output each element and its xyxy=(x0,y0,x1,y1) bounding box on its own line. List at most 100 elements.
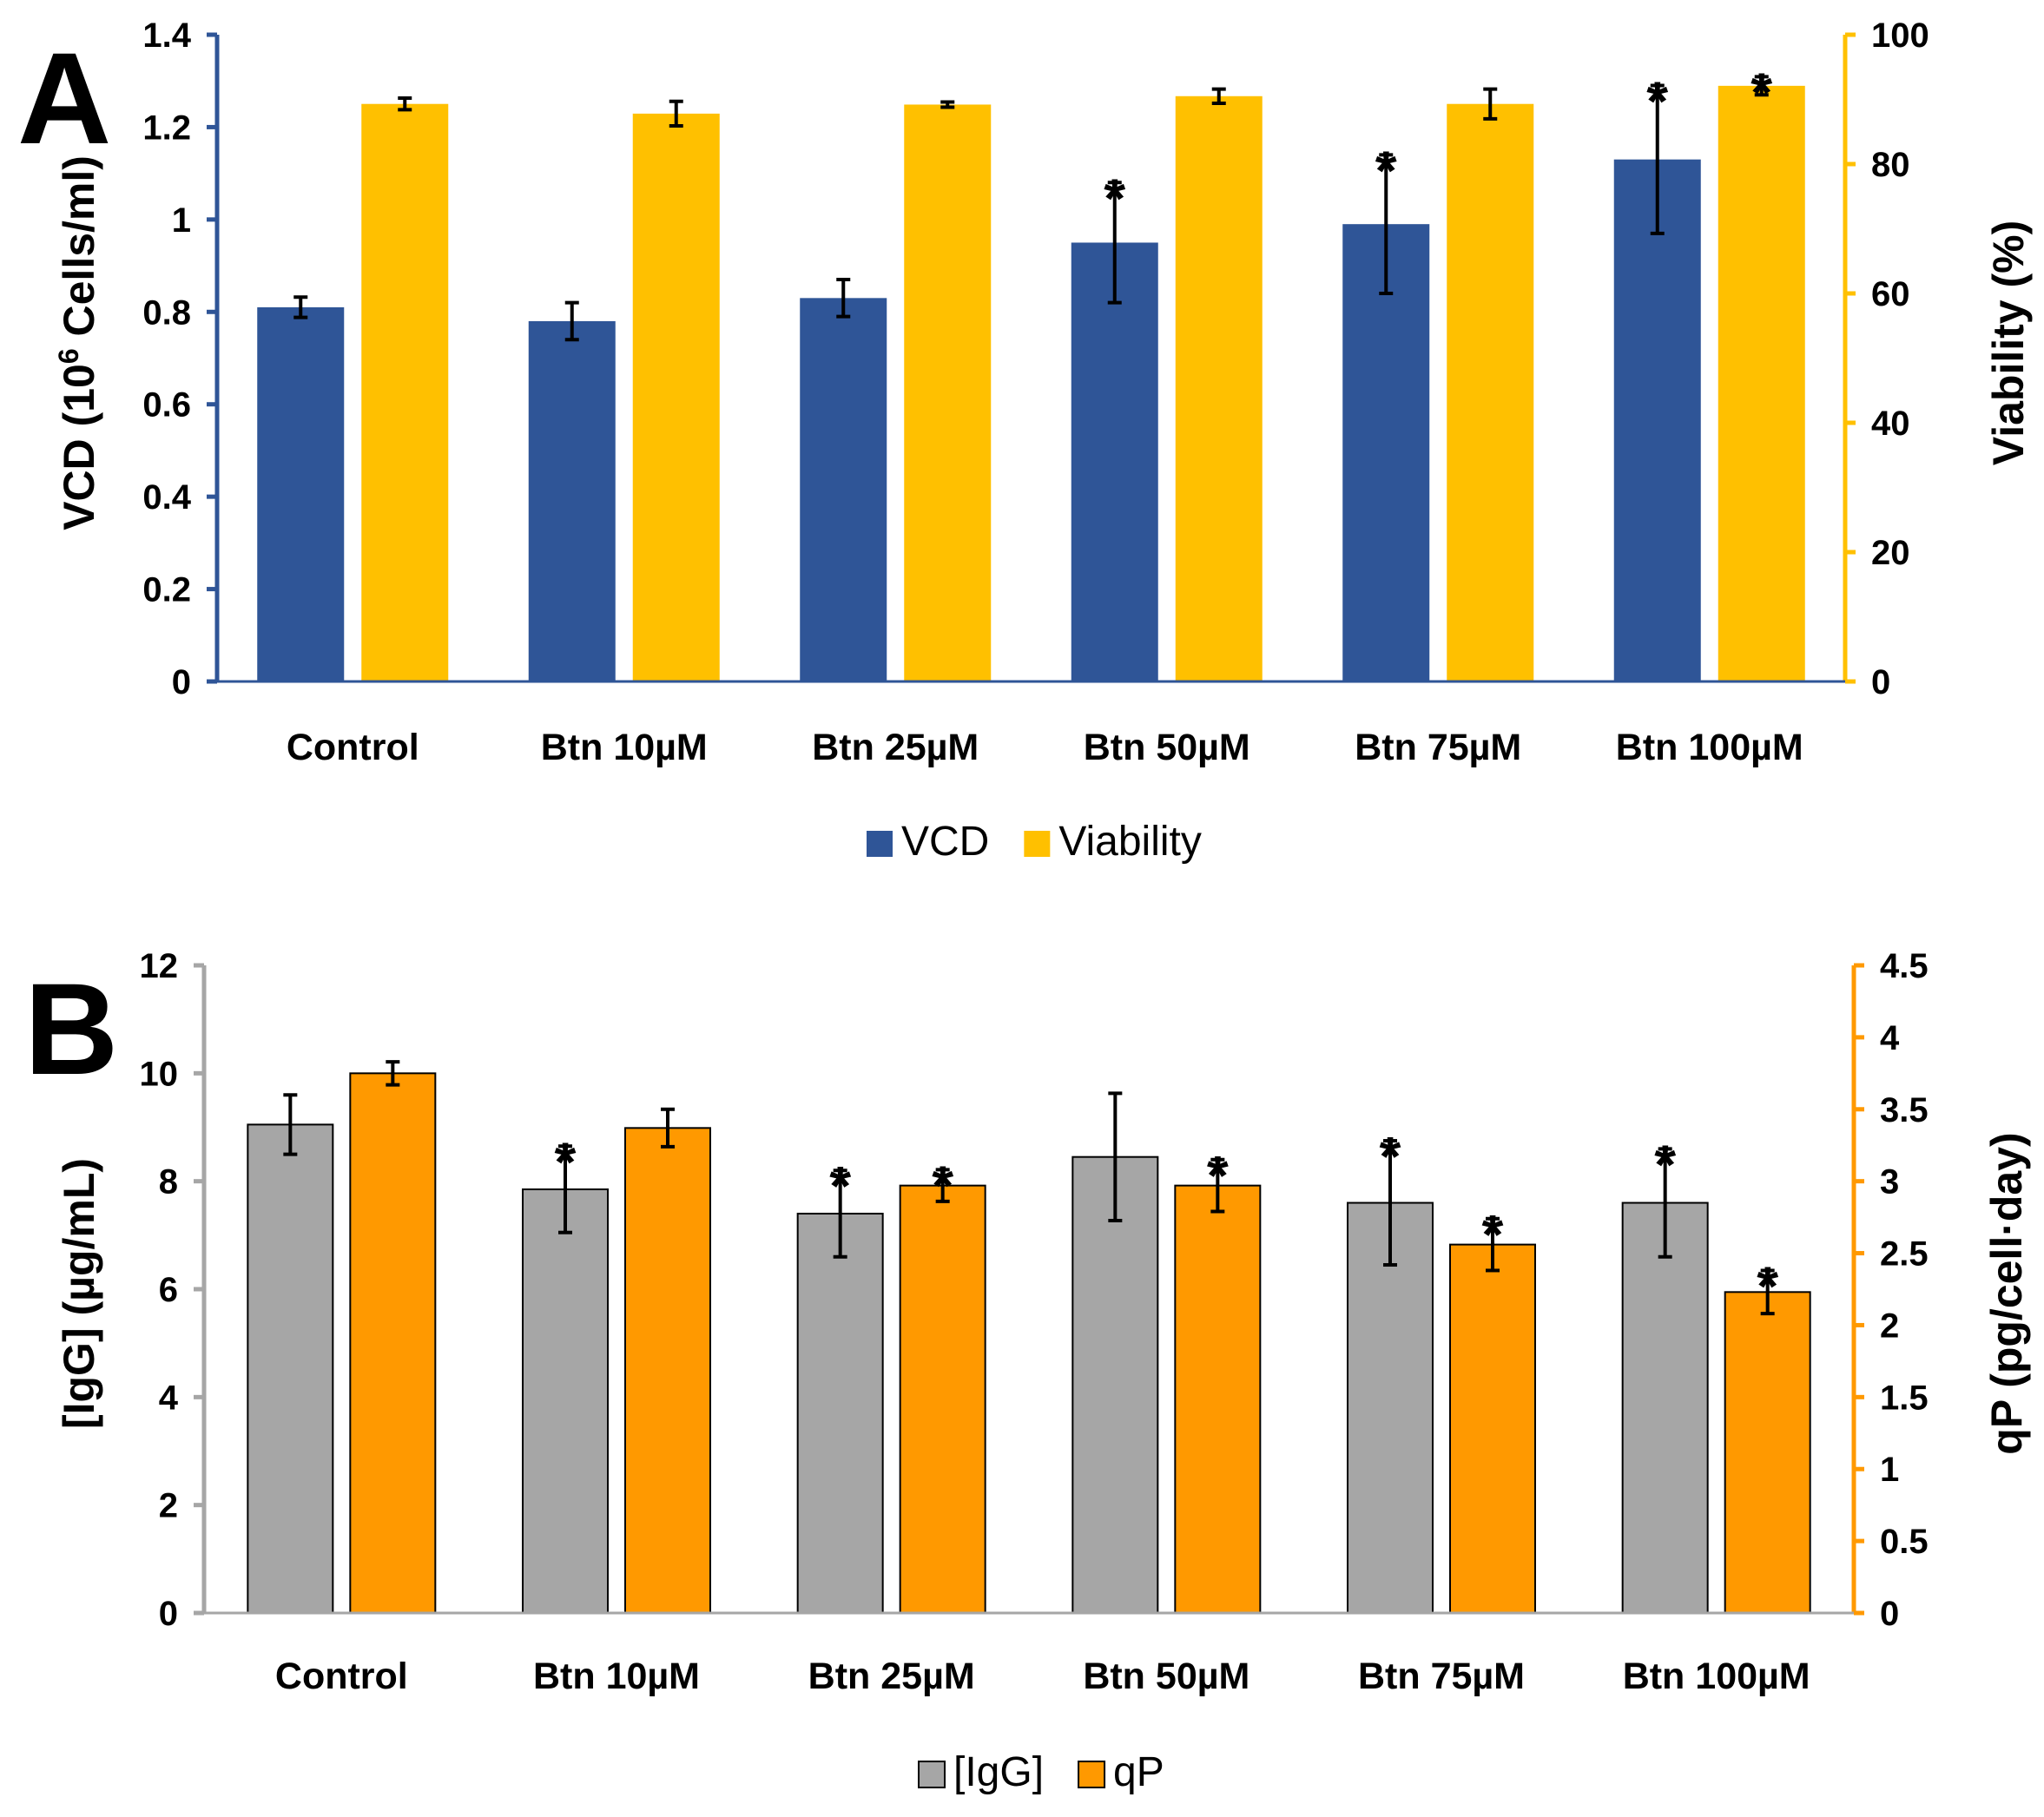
panel-a-left-axis-title-suffix: Cells/ml) xyxy=(55,155,103,348)
a-category-label-btn-25um: Btn 25µM xyxy=(812,727,979,768)
panel-b-axes: Control Btn 10µM Btn 25µM Btn 50µM Btn 75µM B… xyxy=(140,947,1929,1697)
b-right-tick-label-3-5: 3.5 xyxy=(1880,1091,1929,1129)
panel-a-right-axis-title: Viability (%) xyxy=(1984,221,2033,465)
b-error-bar-igg-btn-25um xyxy=(833,1169,847,1259)
b-right-tick-label-3: 3 xyxy=(1880,1163,1899,1201)
b-error-bar-qp-btn-100um xyxy=(1760,1268,1775,1316)
b-right-tick-label-4: 4 xyxy=(1880,1019,1900,1057)
b-legend-item-igg: [IgG] xyxy=(918,1749,1044,1795)
a-right-tick-label-100: 100 xyxy=(1871,16,1929,55)
b-error-bar-qp-control xyxy=(386,1060,400,1087)
a-bar-viability-btn-100um xyxy=(1718,85,1805,682)
b-left-tick-label-8: 8 xyxy=(159,1163,178,1201)
b-bar-qp-btn-50um xyxy=(1174,1184,1262,1614)
a-legend-item-viability: Viability xyxy=(1024,819,1202,865)
b-significance-qp-btn-100um: * xyxy=(1757,1254,1778,1317)
b-category-label-btn-10um: Btn 10µM xyxy=(533,1656,700,1697)
a-bar-vcd-btn-25um xyxy=(800,298,887,681)
b-error-bar-igg-btn-10um xyxy=(558,1144,572,1234)
a-left-tick-label-0-4: 0.4 xyxy=(142,478,191,517)
a-bar-viability-btn-25um xyxy=(904,104,992,681)
a-legend-swatch-vcd xyxy=(867,831,893,857)
a-category-label-btn-10um: Btn 10µM xyxy=(541,727,708,768)
b-category-label-btn-25um: Btn 25µM xyxy=(808,1656,975,1697)
panel-a-bars: * * * * xyxy=(257,61,1805,682)
b-error-bar-qp-btn-75um xyxy=(1486,1216,1500,1273)
b-left-tick-label-0: 0 xyxy=(159,1595,178,1633)
a-error-bar-vcd-control xyxy=(293,295,308,319)
a-error-bar-vcd-btn-50um xyxy=(1107,181,1122,305)
b-right-tick-label-0: 0 xyxy=(1880,1595,1899,1633)
a-bar-viability-btn-50um xyxy=(1175,95,1263,681)
b-right-tick-label-2: 2 xyxy=(1880,1307,1899,1345)
b-significance-qp-btn-75um: * xyxy=(1482,1203,1504,1266)
b-error-bar-igg-control xyxy=(283,1093,298,1156)
a-error-bar-viability-control xyxy=(398,96,412,112)
a-right-tick-label-60: 60 xyxy=(1871,275,1910,313)
a-bar-vcd-btn-10um xyxy=(528,320,616,681)
a-legend-swatch-viability xyxy=(1024,831,1051,857)
a-left-tick-label-1: 1 xyxy=(172,201,191,240)
a-category-label-btn-100um: Btn 100µM xyxy=(1616,727,1803,768)
a-left-tick-label-0: 0 xyxy=(172,663,191,701)
panel-b-chart: B * * * * * * * * Control Btn 10µM Btn 25µM Btn 50… xyxy=(24,947,2031,1795)
a-error-bar-vcd-btn-25um xyxy=(836,278,851,319)
b-category-label-btn-50um: Btn 50µM xyxy=(1083,1656,1249,1697)
panel-b-left-axis-title: [IgG] (µg/mL) xyxy=(55,1158,103,1429)
b-left-tick-label-2: 2 xyxy=(159,1487,178,1525)
b-bar-igg-btn-25um xyxy=(796,1212,884,1614)
b-significance-igg-btn-75um: * xyxy=(1380,1125,1401,1188)
b-error-bar-qp-btn-10um xyxy=(661,1107,675,1149)
a-legend-label-vcd: VCD xyxy=(901,819,989,865)
b-significance-igg-btn-25um: * xyxy=(829,1155,851,1217)
b-left-tick-label-6: 6 xyxy=(159,1271,178,1309)
b-bar-qp-btn-100um xyxy=(1724,1291,1811,1614)
b-bar-igg-control xyxy=(247,1123,334,1615)
panel-a-left-axis-title-sup: 6 xyxy=(53,348,84,364)
b-bar-igg-btn-100um xyxy=(1621,1201,1709,1614)
panel-a-left-axis-title: VCD (106 Cells/ml) xyxy=(53,155,103,530)
panel-b-letter: B xyxy=(24,956,118,1102)
b-category-label-btn-75um: Btn 75µM xyxy=(1358,1656,1525,1697)
a-left-tick-label-0-2: 0.2 xyxy=(142,571,191,609)
b-significance-igg-btn-10um: * xyxy=(555,1130,577,1193)
a-bar-viability-btn-75um xyxy=(1447,103,1534,682)
b-error-bar-igg-btn-75um xyxy=(1383,1139,1397,1267)
b-left-tick-label-10: 10 xyxy=(140,1055,179,1093)
b-right-tick-label-4-5: 4.5 xyxy=(1880,947,1929,985)
a-right-tick-label-0: 0 xyxy=(1871,663,1890,701)
a-error-bar-viability-btn-100um xyxy=(1754,75,1769,97)
a-right-tick-label-40: 40 xyxy=(1871,405,1910,443)
a-category-label-control: Control xyxy=(287,727,419,768)
a-left-tick-label-0-8: 0.8 xyxy=(142,293,191,332)
b-left-axis: 0 2 4 6 8 10 12 xyxy=(140,947,207,1633)
a-error-bar-vcd-btn-100um xyxy=(1650,83,1665,235)
a-significance-vcd-btn-50um: * xyxy=(1104,167,1125,229)
a-bar-vcd-control xyxy=(257,306,345,681)
a-error-bar-viability-btn-50um xyxy=(1211,87,1226,105)
panel-a-axes: Control Btn 10µM Btn 25µM Btn 50µM Btn 75µM B… xyxy=(142,16,1929,768)
panel-a-letter: A xyxy=(17,25,111,171)
a-left-tick-label-1-2: 1.2 xyxy=(142,109,191,147)
b-error-bar-igg-btn-100um xyxy=(1658,1147,1672,1259)
a-error-bar-vcd-btn-75um xyxy=(1379,153,1394,295)
b-error-bar-igg-btn-50um xyxy=(1108,1091,1123,1223)
a-legend-label-viability: Viability xyxy=(1058,819,1202,865)
b-bar-qp-btn-75um xyxy=(1449,1243,1536,1614)
b-legend-swatch-qp xyxy=(1078,1761,1106,1788)
a-significance-vcd-btn-75um: * xyxy=(1375,139,1397,201)
a-bar-viability-btn-10um xyxy=(632,113,720,681)
a-error-bar-viability-btn-10um xyxy=(669,99,683,128)
panel-a-legend: VCD Viability xyxy=(867,819,1202,865)
panel-a-left-axis-title-prefix: VCD (10 xyxy=(55,364,103,530)
panel-b-right-axis-title: qP (pg/cell·day) xyxy=(1982,1132,2031,1454)
a-error-bar-viability-btn-25um xyxy=(940,100,955,109)
b-legend-label-igg: [IgG] xyxy=(953,1749,1044,1795)
b-left-tick-label-12: 12 xyxy=(140,947,179,985)
b-legend-item-qp: qP xyxy=(1078,1749,1164,1795)
b-right-tick-label-1: 1 xyxy=(1880,1451,1899,1489)
b-right-tick-label-1-5: 1.5 xyxy=(1880,1379,1929,1417)
a-right-tick-label-80: 80 xyxy=(1871,146,1910,184)
